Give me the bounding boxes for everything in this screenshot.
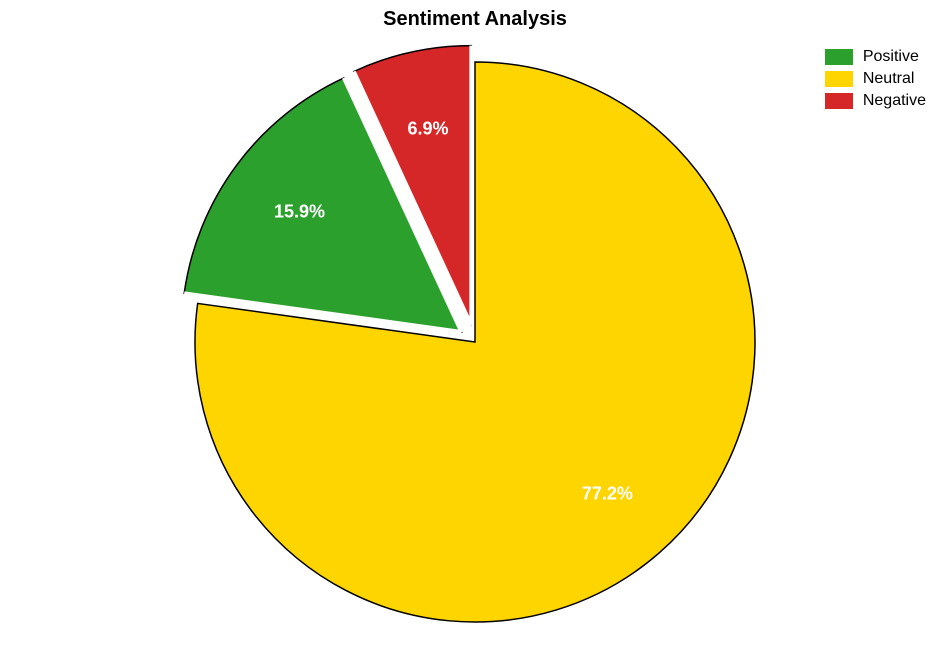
legend-swatch: [825, 49, 853, 65]
legend-swatch: [825, 93, 853, 109]
legend-label: Positive: [863, 48, 919, 66]
legend-item-negative: Negative: [825, 92, 926, 110]
legend-swatch: [825, 71, 853, 87]
legend: Positive Neutral Negative: [825, 48, 926, 114]
sentiment-pie-chart: Sentiment Analysis PositiveNeutralNegati…: [0, 0, 950, 662]
legend-item-neutral: Neutral: [825, 70, 926, 88]
legend-item-positive: Positive: [825, 48, 926, 66]
pie-slice-label-negative: 6.9%: [408, 118, 449, 139]
pie-svg: [0, 0, 950, 662]
pie-slice-label-positive: 15.9%: [274, 201, 325, 222]
legend-label: Neutral: [863, 70, 915, 88]
pie-slice-label-neutral: 77.2%: [582, 484, 633, 505]
legend-label: Negative: [863, 92, 926, 110]
